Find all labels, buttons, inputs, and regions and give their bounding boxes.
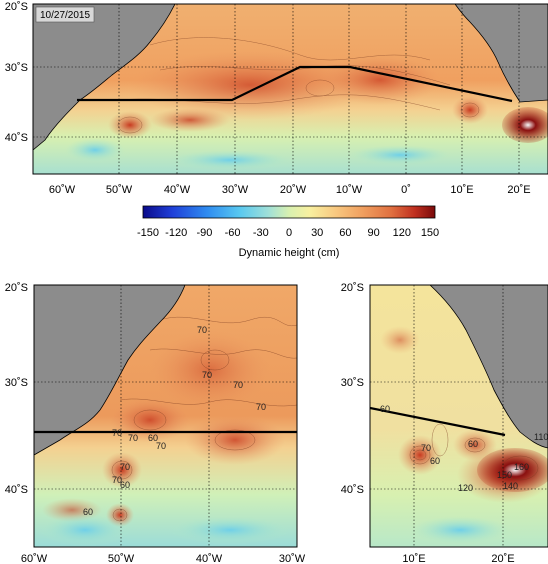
left-south-america-land: [34, 285, 186, 456]
left-lon-labels: 60˚W 50˚W 40˚W 30˚W: [21, 553, 306, 564]
right-contour-label: 70: [421, 443, 431, 453]
top-lat-labels: 20˚S 30˚S 40˚S: [5, 1, 28, 144]
right-agulhas-eddy: [477, 448, 548, 492]
left-contour-label: 60: [83, 507, 93, 517]
colorbar-tick-label: 30: [311, 227, 323, 239]
left-contour-label: 70: [120, 462, 130, 472]
top-lon-labels: 60˚W 50˚W 40˚W 30˚W 20˚W 10˚W 0˚ 10˚E 20…: [49, 184, 531, 196]
top-lon-0: 0˚: [401, 184, 411, 196]
left-contour-label: 70: [112, 475, 122, 485]
top-lon-10w: 10˚W: [336, 184, 363, 196]
colorbar-tick-label: -120: [165, 227, 187, 239]
right-lon-20e: 20˚E: [491, 553, 514, 564]
left-contour-label: 70: [256, 402, 266, 412]
colorbar-tick-label: -60: [225, 227, 241, 239]
top-lon-10e: 10˚E: [450, 184, 473, 196]
left-lon-60w: 60˚W: [21, 553, 48, 564]
left-contour-label: 70: [202, 370, 212, 380]
left-contour-labels: 70 70 70 70 70 60 70 70 70 60 60 70: [83, 325, 266, 517]
top-lon-30w: 30˚W: [222, 184, 249, 196]
right-contour-label: 60: [468, 439, 478, 449]
colorbar-tick-label: 60: [339, 227, 351, 239]
left-contour-label: 70: [156, 441, 166, 451]
left-map: 70 70 70 70 70 60 70 70 70 60 60 70: [34, 285, 297, 547]
left-contour-label: 60: [120, 480, 130, 490]
left-lat-40s: 40˚S: [5, 484, 28, 496]
colorbar-tick-label: -30: [253, 227, 269, 239]
colorbar-tick-label: -90: [196, 227, 212, 239]
colorbar-tick-label: -150: [137, 227, 159, 239]
right-lat-30s: 30˚S: [341, 377, 364, 389]
top-map: [33, 4, 548, 174]
left-contour-label: 70: [112, 428, 122, 438]
top-africa-land: [454, 4, 548, 103]
right-map-frame: [369, 284, 548, 548]
right-map: 60 70 60 60 120 150 160 140 110: [370, 285, 548, 547]
colorbar-tick-label: 120: [393, 227, 411, 239]
left-lat-20s: 20˚S: [5, 282, 28, 294]
left-lat-labels: 20˚S 30˚S 40˚S: [5, 282, 28, 496]
top-agulhas-eddy: [502, 107, 548, 143]
right-contour-label: 140: [503, 481, 518, 491]
left-lon-30w: 30˚W: [279, 553, 306, 564]
left-lon-50w: 50˚W: [108, 553, 135, 564]
colorbar-title: Dynamic height (cm): [239, 247, 340, 259]
right-contour-label: 110: [534, 432, 548, 442]
right-contour-label: 150: [497, 470, 512, 480]
left-contour-label: 70: [197, 325, 207, 335]
colorbar: -150 -120 -90 -60 -30 0 30 60 90 120 150 Dynamic h…: [137, 205, 439, 259]
right-lat-labels: 20˚S 30˚S 40˚S: [341, 282, 364, 496]
top-lon-50w: 50˚W: [106, 184, 133, 196]
top-lon-20w: 20˚W: [280, 184, 307, 196]
left-contour-label: 60: [148, 433, 158, 443]
date-label: 10/27/2015: [40, 10, 90, 21]
right-contour-label: 160: [514, 462, 529, 472]
top-lat-40s: 40˚S: [5, 132, 28, 144]
right-contour-label: 60: [380, 404, 390, 414]
colorbar-tick-label: 0: [286, 227, 292, 239]
date-box: 10/27/2015: [35, 6, 95, 23]
left-map-frame: [33, 284, 298, 548]
colorbar-tick-label: 90: [367, 227, 379, 239]
left-lat-30s: 30˚S: [5, 377, 28, 389]
top-lon-20e: 20˚E: [507, 184, 530, 196]
right-lat-40s: 40˚S: [341, 484, 364, 496]
left-contour-label: 70: [128, 433, 138, 443]
top-south-america-land: [33, 4, 176, 151]
top-map-frame: [32, 3, 548, 175]
top-lat-20s: 20˚S: [5, 1, 28, 13]
right-lon-labels: 10˚E 20˚E: [402, 553, 514, 564]
left-gridlines: [34, 285, 297, 547]
right-lon-10e: 10˚E: [402, 553, 425, 564]
left-contour-label: 70: [233, 380, 243, 390]
right-lat-20s: 20˚S: [341, 282, 364, 294]
colorbar-tick-label: 150: [421, 227, 439, 239]
left-lon-40w: 40˚W: [196, 553, 223, 564]
right-contour-label: 60: [430, 456, 440, 466]
top-gridlines: [33, 4, 548, 174]
top-lat-30s: 30˚S: [5, 62, 28, 74]
colorbar-gradient: [142, 205, 436, 219]
top-section-line: [77, 65, 513, 103]
right-section-line: [370, 406, 506, 437]
right-contour-label: 120: [458, 483, 473, 493]
top-lon-60w: 60˚W: [49, 184, 76, 196]
top-lon-40w: 40˚W: [164, 184, 191, 196]
right-africa-land: [429, 285, 548, 449]
right-contour-labels: 60 70 60 60 120 150 160 140 110: [380, 404, 548, 493]
